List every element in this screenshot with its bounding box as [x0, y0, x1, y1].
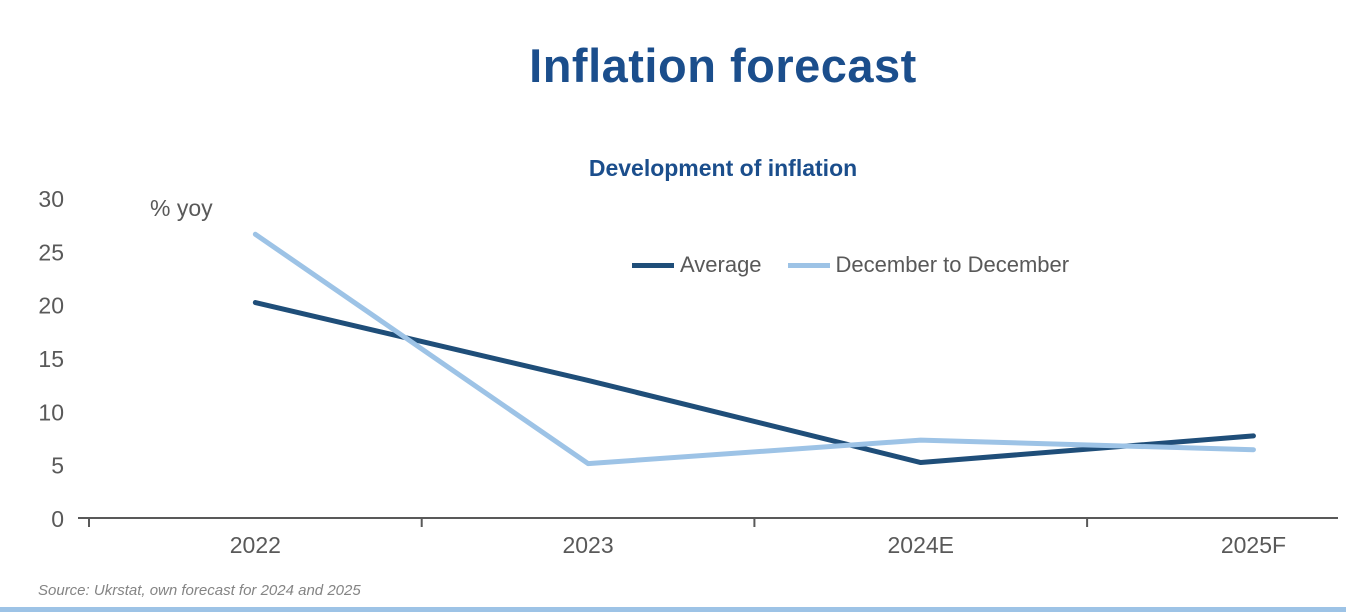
legend-item-average: Average	[632, 252, 762, 278]
chart-title: Development of inflation	[588, 155, 858, 181]
y-tick-label: 5	[51, 453, 64, 479]
december-line-swatch	[787, 262, 830, 268]
legend-label-average: Average	[680, 252, 762, 277]
y-tick-label: 0	[51, 506, 64, 532]
unit-note-label: % yoy	[150, 195, 213, 221]
x-category-label: 2022	[230, 532, 281, 558]
x-category-label: 2024E	[887, 532, 954, 558]
series-line-average	[252, 300, 1256, 466]
y-tick-label: 30	[38, 186, 64, 212]
average-line-swatch	[632, 262, 674, 268]
source-note: Source: Ukrstat, own forecast for 2024 a…	[38, 582, 361, 599]
y-tick-label: 20	[38, 293, 64, 319]
chart-legend: Average December to December	[632, 252, 1069, 278]
legend-item-december: December to December	[787, 252, 1070, 278]
series-line-december-to-december	[252, 231, 1256, 467]
x-category-label: 2025F	[1221, 532, 1286, 558]
y-tick-label: 10	[38, 399, 64, 425]
x-category-label: 2023	[562, 532, 613, 558]
y-tick-label: 25	[38, 239, 64, 265]
y-tick-label: 15	[38, 346, 64, 372]
page-title: Inflation forecast	[529, 39, 917, 92]
legend-label-december: December to December	[835, 252, 1070, 277]
footer-strip	[0, 607, 1346, 612]
